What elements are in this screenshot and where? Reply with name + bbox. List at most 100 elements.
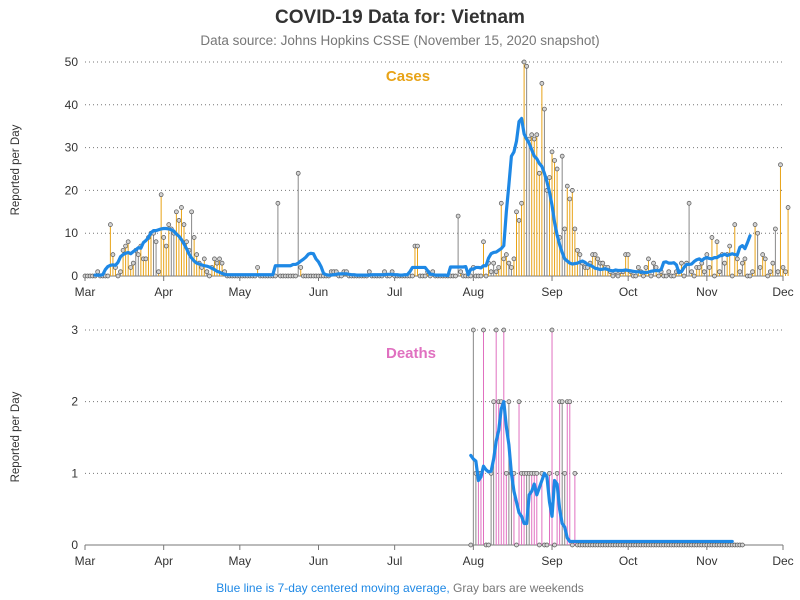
cases-point <box>562 226 568 232</box>
deaths-x-tick-label: Dec <box>772 554 793 568</box>
deaths-point <box>503 470 509 476</box>
deaths-point <box>554 470 560 476</box>
cases-point <box>567 196 573 202</box>
cases-point <box>577 252 583 257</box>
cases-point <box>529 132 535 138</box>
footnote-weekends: Gray bars are weekends <box>450 581 584 595</box>
cases-point <box>531 136 537 142</box>
cases-point <box>785 205 791 210</box>
cases-point <box>422 273 428 279</box>
cases-x-tick-label: Jul <box>387 285 402 299</box>
cases-point <box>415 243 420 249</box>
cases-point <box>595 256 601 262</box>
cases-point <box>663 273 669 279</box>
cases-point <box>760 252 766 257</box>
cases-point <box>653 265 659 270</box>
cases-panel: Cases Reported per Day 0 10 20 30 40 50 Mar Apr… <box>10 55 794 299</box>
cases-point <box>275 200 281 206</box>
cases-point <box>737 269 743 275</box>
footnote: Blue line is 7-day centered moving avera… <box>216 581 584 595</box>
cases-point <box>734 256 740 262</box>
cases-point <box>493 269 499 275</box>
cases-point <box>709 235 715 240</box>
deaths-y-tick-label: 1 <box>71 466 78 480</box>
cases-point <box>592 252 598 257</box>
cases-point <box>686 200 692 206</box>
cases-point <box>549 149 555 155</box>
cases-point <box>569 188 575 193</box>
cases-point <box>554 166 560 172</box>
cases-point <box>135 252 141 257</box>
cases-point <box>689 269 694 275</box>
cases-point <box>255 265 260 270</box>
cases-point <box>115 273 121 279</box>
cases-point <box>651 260 656 266</box>
cases-point <box>217 256 222 262</box>
cases-point <box>727 243 733 249</box>
cases-point <box>204 269 210 275</box>
deaths-x-tick-label: Oct <box>619 554 638 568</box>
cases-point <box>542 106 547 112</box>
cases-x-tick-label: Apr <box>154 285 173 299</box>
cases-x-tick-label: Sep <box>541 285 563 299</box>
deaths-point <box>516 399 522 405</box>
cases-point <box>516 218 522 223</box>
cases-point <box>120 247 126 253</box>
cases-x-tick-label: May <box>228 285 251 299</box>
deaths-x-tick-label: Mar <box>75 554 96 568</box>
deaths-x-tick-label: Jul <box>387 554 402 568</box>
cases-x-tick-label: Dec <box>772 285 793 299</box>
deaths-point <box>544 542 550 548</box>
deaths-moving-average-line <box>469 400 734 544</box>
cases-point <box>455 213 461 219</box>
deaths-y-tick-label: 2 <box>71 395 78 409</box>
cases-point <box>176 218 182 223</box>
cases-point <box>643 265 649 270</box>
cases-point <box>755 230 760 236</box>
cases-point <box>191 235 197 240</box>
cases-point <box>293 273 299 279</box>
cases-point <box>775 269 781 275</box>
cases-point <box>491 260 496 266</box>
deaths-point <box>572 470 578 476</box>
cases-y-axis-label: Reported per Day <box>10 124 22 215</box>
cases-point <box>174 209 179 215</box>
cases-y-tick-label: 10 <box>65 226 79 240</box>
cases-point <box>783 269 788 275</box>
cases-point <box>633 273 639 279</box>
cases-point <box>366 269 372 275</box>
cases-point <box>740 260 745 266</box>
cases-point <box>161 235 167 240</box>
deaths-point <box>501 327 507 333</box>
deaths-point <box>514 542 519 548</box>
cases-point <box>646 256 651 262</box>
cases-point <box>780 265 786 270</box>
cases-x-tick-label: Mar <box>75 285 96 299</box>
cases-y-tick-label: 30 <box>65 141 79 155</box>
cases-point <box>547 175 552 180</box>
cases-point <box>765 273 771 279</box>
cases-point <box>483 273 489 279</box>
cases-point <box>729 273 735 279</box>
cases-point <box>166 222 172 227</box>
deaths-point <box>740 542 745 548</box>
cases-point <box>778 162 783 168</box>
deaths-point <box>470 327 476 333</box>
cases-point <box>481 239 486 245</box>
cases-point <box>757 265 763 270</box>
cases-point <box>163 243 169 249</box>
deaths-point <box>506 399 512 405</box>
cases-point <box>701 269 707 275</box>
cases-point <box>108 222 113 227</box>
cases-panel-title: Cases <box>386 68 430 85</box>
cases-point <box>572 226 578 232</box>
cases-point <box>635 265 641 270</box>
deaths-point <box>468 542 474 548</box>
cases-point <box>666 269 672 275</box>
cases-point <box>767 269 773 275</box>
cases-point <box>691 273 697 279</box>
deaths-point <box>547 470 552 476</box>
page-title: COVID-19 Data for: Vietnam <box>275 7 525 28</box>
cases-point <box>219 260 225 266</box>
footnote-moving-average: Blue line is 7-day centered moving avera… <box>216 581 449 595</box>
